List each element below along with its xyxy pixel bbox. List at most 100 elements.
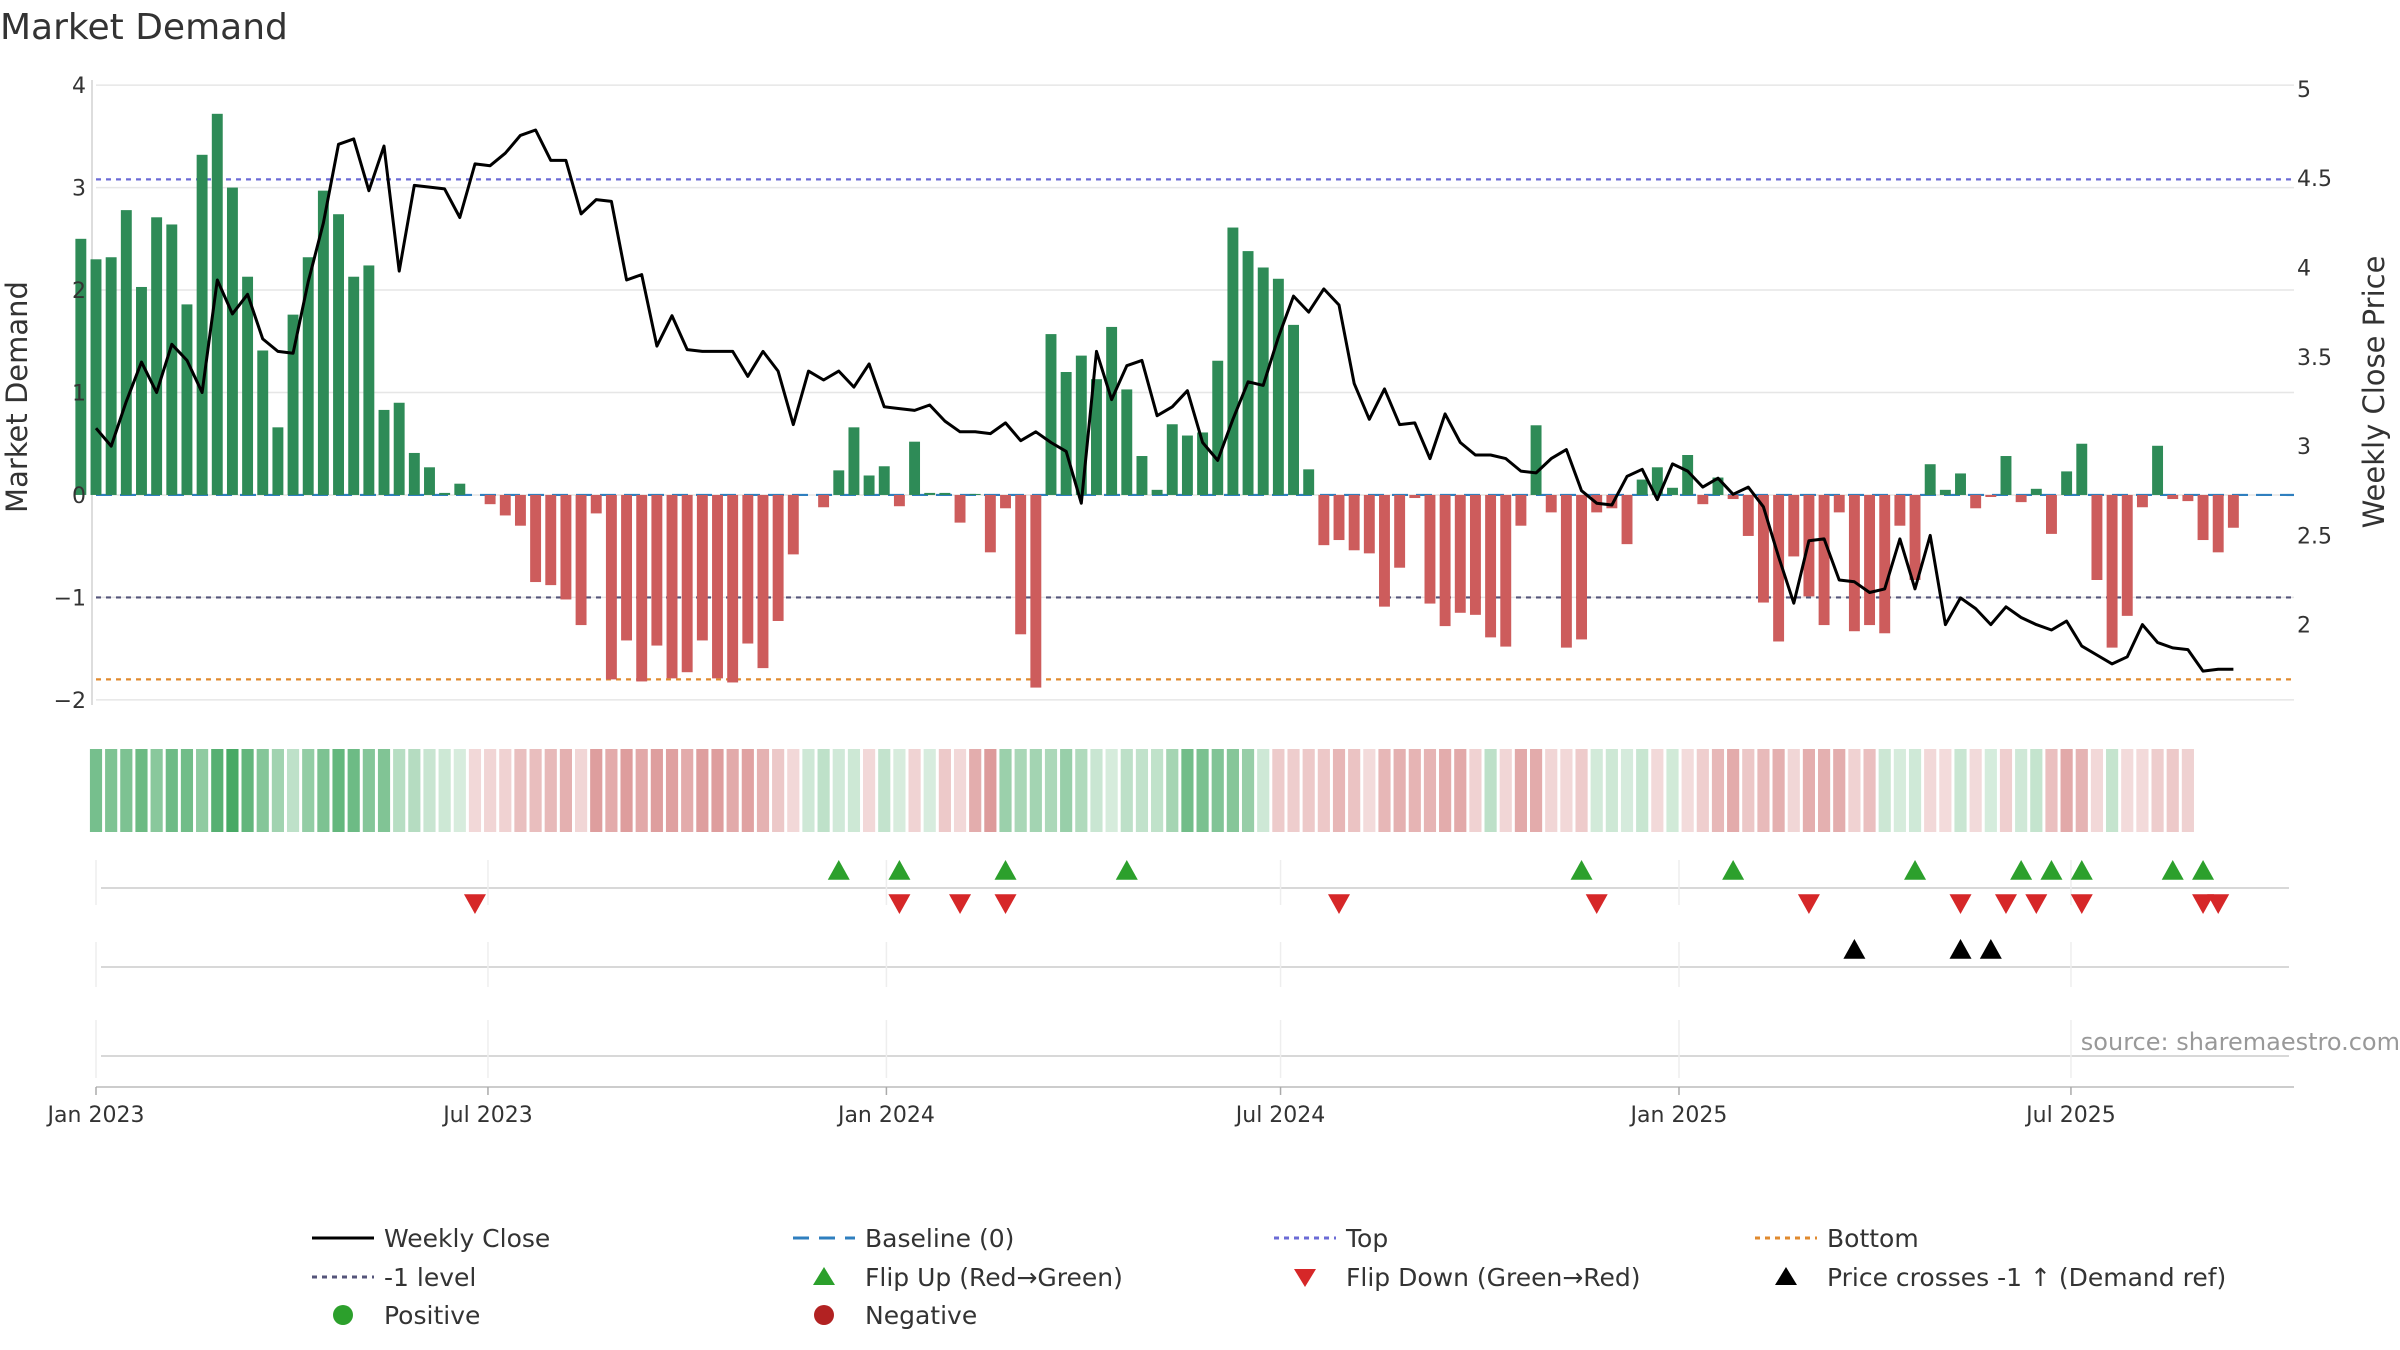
left-tick-label: 3	[72, 177, 86, 202]
heat-cell	[317, 749, 330, 832]
x-tick-label: Jul 2025	[2024, 1103, 2116, 1128]
demand-bar	[651, 494, 663, 646]
demand-bar	[1348, 494, 1360, 551]
demand-bar	[75, 238, 87, 495]
demand-bar	[1227, 227, 1239, 495]
price-cross-marker	[1979, 939, 2002, 959]
heat-cell	[514, 749, 527, 832]
heat-cell	[1257, 749, 1270, 832]
heat-cell	[1105, 749, 1118, 832]
demand-bar	[2197, 494, 2209, 541]
heat-cell	[1332, 749, 1346, 832]
heat-cell	[1636, 749, 1649, 832]
flip-down-marker	[1585, 894, 1608, 914]
demand-bar	[1045, 334, 1057, 495]
demand-bar	[893, 494, 905, 507]
legend-label: Positive	[384, 1301, 480, 1330]
demand-bar	[1712, 477, 1724, 495]
demand-bar	[1272, 278, 1284, 495]
flip-up-marker	[994, 860, 1017, 880]
heat-cell	[1620, 749, 1634, 832]
heat-cell	[938, 749, 951, 832]
flip-down-marker	[1328, 894, 1351, 914]
flip-up-marker	[2040, 860, 2063, 880]
flip-down-marker	[2070, 894, 2093, 914]
heat-cell	[135, 749, 148, 832]
left-tick-label: −2	[54, 689, 86, 714]
right-tick-label: 3.5	[2297, 346, 2332, 371]
demand-bar	[105, 257, 117, 495]
demand-bar	[2167, 494, 2179, 500]
flip-down-marker	[949, 894, 972, 914]
price-line	[94, 128, 2234, 673]
demand-bar	[181, 304, 193, 495]
legend-item: Flip Down (Green→Red)	[1294, 1263, 1641, 1292]
grid-lines	[91, 80, 2294, 705]
legend-label: -1 level	[384, 1263, 476, 1292]
demand-bar	[1773, 494, 1785, 642]
reference-lines	[96, 178, 2294, 681]
demand-bar	[1424, 494, 1436, 604]
heat-cell	[302, 749, 315, 832]
legend-swatch	[814, 1305, 834, 1325]
heat-cell	[635, 749, 648, 832]
demand-bar	[439, 492, 451, 495]
demand-bar	[2106, 494, 2118, 648]
x-axis: Jan 2023 Jul 2023 Jan 2024 Jul 2024 Jan 2025…	[46, 1086, 2294, 1128]
heat-cell	[590, 749, 603, 832]
demand-bar	[1151, 489, 1163, 495]
heat-cell	[741, 749, 754, 832]
heat-cell	[2045, 749, 2058, 832]
legend-label: Flip Down (Green→Red)	[1346, 1263, 1641, 1292]
demand-bar	[287, 314, 299, 495]
right-axis-title: Weekly Close Price	[2357, 256, 2391, 529]
price-line-group	[94, 128, 2234, 673]
demand-bar	[909, 441, 921, 495]
heat-cell	[1499, 749, 1512, 832]
legend-swatch	[1775, 1267, 1797, 1285]
heat-cell	[2030, 749, 2043, 832]
legend-label: Baseline (0)	[865, 1224, 1014, 1253]
legend-swatch	[333, 1305, 353, 1325]
x-tick-label: Jan 2025	[1629, 1103, 1728, 1128]
heat-cell	[681, 749, 694, 832]
heat-cell	[1196, 749, 1209, 832]
heat-cell	[1757, 749, 1770, 832]
demand-bar	[818, 494, 830, 508]
demand-bar	[1469, 494, 1481, 615]
flip-up-marker	[2192, 860, 2215, 880]
demand-bar	[1970, 494, 1982, 509]
demand-bar	[666, 494, 678, 679]
right-tick-label: 2	[2297, 614, 2311, 639]
heat-cell	[1924, 749, 1937, 832]
heat-cell	[1181, 749, 1194, 832]
demand-bar	[151, 217, 163, 495]
demand-bar	[1106, 326, 1118, 495]
heat-cell	[2106, 749, 2119, 832]
demand-bar	[1212, 360, 1224, 495]
heat-cell	[605, 749, 618, 832]
demand-bar	[1788, 494, 1800, 557]
demand-bar	[560, 494, 572, 600]
demand-bar	[1030, 494, 1042, 688]
demand-bar	[196, 154, 208, 495]
heat-cell	[1833, 749, 1846, 832]
heat-cell	[1363, 749, 1376, 832]
legend-label: Flip Up (Red→Green)	[865, 1263, 1123, 1292]
heat-cell	[1605, 749, 1618, 832]
demand-bar	[408, 452, 420, 495]
heat-cell	[1908, 749, 1922, 832]
demand-bar	[1576, 494, 1588, 640]
flip-up-marker	[888, 860, 911, 880]
demand-bar	[1606, 494, 1618, 509]
heat-cell	[150, 749, 163, 832]
demand-bar	[499, 494, 511, 516]
y-tick-labels: 4 3 2 1 0 −1 −2 5 4.5 4 3.5 3 2.5 2	[54, 74, 2332, 714]
demand-bar	[2121, 494, 2133, 616]
demand-bar	[575, 494, 587, 626]
heat-cell	[1378, 749, 1391, 832]
demand-bar	[1197, 432, 1209, 495]
heat-cell	[1075, 749, 1088, 832]
flip-down-marker	[1994, 894, 2017, 914]
heat-cell	[362, 749, 375, 832]
